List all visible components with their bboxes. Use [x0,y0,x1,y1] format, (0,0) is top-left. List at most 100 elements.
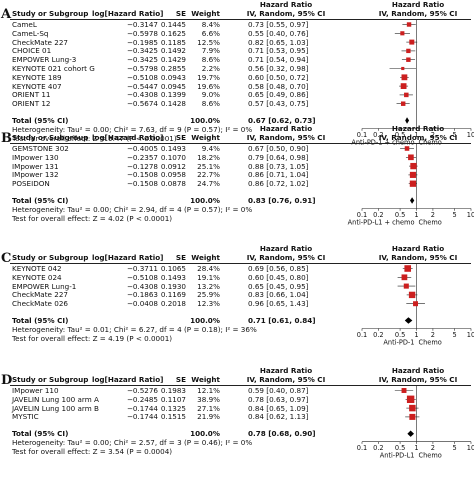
heterogeneity-stats: Heterogeneity: Tau² = 0.01; Chi² = 6.27,… [12,325,257,334]
overall-effect-test: Test for overall effect: Z = 9.47 (P < 0… [12,134,177,143]
study-se: 0.2855 [160,64,186,73]
study-se: 0.2018 [160,299,186,309]
x-axis-tick-label: 1 [414,444,418,452]
study-name: KEYNOTE 024 [12,272,62,282]
study-se: 0.1429 [160,55,186,65]
study-name: EMPOWER Lung-1 [12,281,77,291]
study-hr-ci: 0.67 [0.50, 0.90] [248,144,309,153]
study-weight: 21.9% [197,412,220,422]
study-se: 0.0878 [160,179,186,189]
hr-plot-header-title: Hazard Ratio [391,366,445,375]
x-axis-tick-label: 1 [414,131,418,139]
total-hr-ci: 0.78 [0.68, 0.90] [248,429,316,439]
loghr-column-header: log[Hazard Ratio] [92,253,164,262]
study-name: MYSTIC [12,412,39,422]
study-weight: 13.2% [197,281,220,291]
hr-plot-ci-header: IV, Random, 95% CI [378,253,458,262]
study-column-header: Study or Subgroup [12,9,89,18]
study-loghr: −0.5674 [126,99,158,109]
study-weight: 19.7% [197,72,220,82]
panel-label: D [1,373,13,388]
study-se: 0.0958 [160,170,186,180]
x-axis-tick-label: 0.1 [357,331,368,339]
header-rule [10,142,471,144]
study-column-header: Study or Subgroup [12,133,89,142]
x-axis-tick-label: 10 [467,444,474,452]
study-loghr: −0.3425 [126,46,158,56]
x-axis-tick-label: 5 [452,331,456,339]
x-axis-tick-label: 0.1 [357,211,368,219]
study-hr-ci: 0.83 [0.66, 1.04] [248,290,309,300]
study-column-header: Study or Subgroup [12,375,89,384]
study-hr-ci: 0.56 [0.32, 0.98] [248,64,309,73]
x-axis-tick-label: 0.2 [373,131,384,139]
study-loghr: −0.1744 [126,403,158,413]
study-name: IMpower 130 [12,152,59,162]
loghr-column-header: log[Hazard Ratio] [92,133,164,142]
x-axis-tick-label: 5 [452,444,456,452]
study-loghr: −0.1508 [126,179,158,189]
study-point-estimate [401,274,408,281]
study-loghr: −0.1863 [126,290,158,300]
study-name: CameL [12,20,37,29]
hr-header-title: Hazard Ratio [259,366,313,375]
study-point-estimate [403,283,409,289]
study-loghr: −0.1744 [126,412,158,422]
study-hr-ci: 0.78 [0.63, 0.97] [248,394,309,404]
total-hr-ci: 0.83 [0.76, 0.91] [248,196,316,205]
study-hr-ci: 0.59 [0.40, 0.87] [248,386,309,395]
study-weight: 9.0% [201,90,220,100]
study-hr-ci: 0.69 [0.56, 0.85] [248,264,309,273]
study-weight: 24.7% [197,179,220,189]
study-name: CheckMate 227 [12,290,68,300]
x-axis-tick-label: 0.5 [395,211,406,219]
study-point-estimate [401,74,408,81]
study-loghr: −0.2357 [126,152,158,162]
study-loghr: −0.5108 [126,272,158,282]
study-point-estimate [409,39,415,45]
hr-plot-ci-header: IV, Random, 95% CI [378,375,458,384]
study-point-estimate [406,48,411,54]
study-point-estimate [410,162,417,170]
hr-plot-header-title: Hazard Ratio [391,124,445,133]
study-weight: 12.3% [197,299,220,309]
study-hr-ci: 0.60 [0.45, 0.80] [248,272,309,282]
x-axis-tick-label: 0.5 [395,131,406,139]
study-name: JAVELIN Lung 100 arm B [12,403,99,413]
x-axis-tick-label: 0.2 [373,444,384,452]
study-point-estimate [400,101,406,106]
study-hr-ci: 0.84 [0.62, 1.13] [248,412,309,422]
x-axis-tick-label: 5 [452,131,456,139]
study-weight: 12.5% [197,37,220,47]
total-weight: 100.0% [190,196,220,205]
study-hr-ci: 0.86 [0.71, 1.04] [248,170,309,180]
study-name: CheckMate 026 [12,299,68,309]
weight-column-header: Weight [191,9,220,18]
header-rule [10,18,471,20]
pooled-estimate-diamond [404,317,413,324]
study-point-estimate [408,291,416,299]
heterogeneity-stats: Heterogeneity: Tau² = 0.00; Chi² = 2.94,… [12,205,253,214]
study-hr-ci: 0.79 [0.64, 0.98] [248,152,309,162]
study-se: 0.1107 [160,394,186,404]
total-weight: 100.0% [190,116,220,125]
study-loghr: −0.5798 [126,64,158,73]
study-point-estimate [409,413,416,420]
study-loghr: −0.1508 [126,170,158,180]
study-point-estimate [404,92,409,98]
hr-header-title: Hazard Ratio [259,124,313,133]
study-name: IMpower 132 [12,170,59,180]
x-axis-tick-label: 0.5 [395,331,406,339]
study-hr-ci: 0.57 [0.43, 0.75] [248,99,309,109]
study-name: CheckMate 227 [12,37,68,47]
study-name: EMPOWER Lung-3 [12,55,77,65]
study-loghr: −0.5108 [126,72,158,82]
study-loghr: −0.3425 [126,55,158,65]
study-loghr: −0.5447 [126,81,158,91]
se-column-header: SE [175,375,186,384]
x-axis-tick-label: 2 [431,331,435,339]
overall-effect-test: Test for overall effect: Z = 4.02 (P < 0… [12,214,173,223]
hr-ci-column-header: IV, Random, 95% CI [246,375,326,384]
study-hr-ci: 0.55 [0.40, 0.76] [248,28,309,38]
study-loghr: −0.4308 [126,281,158,291]
